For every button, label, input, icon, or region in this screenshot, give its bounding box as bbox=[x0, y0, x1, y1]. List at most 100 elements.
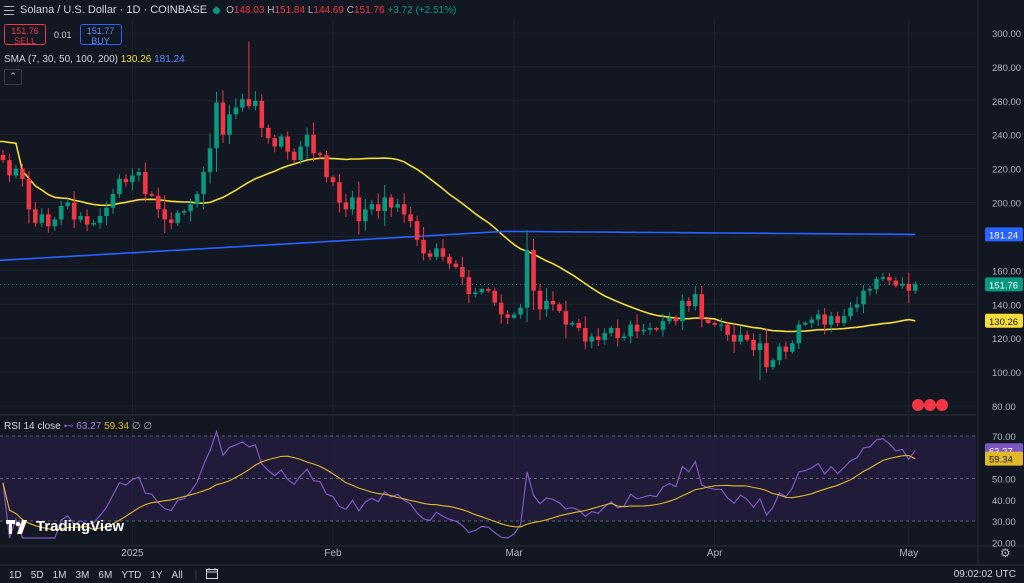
trade-panel: 151.76 SELL 0.01 151.77 BUY bbox=[4, 24, 122, 46]
candle-body bbox=[246, 99, 252, 106]
candle-body bbox=[647, 328, 653, 330]
rsi-link-icon[interactable]: ⊷ bbox=[63, 421, 74, 432]
time-tick-label: 2025 bbox=[121, 548, 144, 559]
candle-body bbox=[893, 280, 899, 286]
candle-body bbox=[356, 197, 362, 222]
collapse-icon[interactable]: ⌃ bbox=[4, 69, 22, 85]
event-marker bbox=[924, 399, 936, 411]
candle-body bbox=[440, 248, 446, 257]
candle-body bbox=[764, 343, 769, 368]
candle-body bbox=[434, 248, 439, 257]
rsi-band-lines bbox=[0, 435, 976, 522]
candle-body bbox=[298, 146, 303, 161]
candle-body bbox=[751, 339, 756, 351]
candle-body bbox=[498, 302, 504, 315]
candle-body bbox=[485, 289, 491, 291]
candle-body bbox=[33, 209, 38, 223]
candle-body bbox=[39, 214, 45, 223]
candle-body bbox=[822, 314, 827, 325]
sma-200-badge: 181.24 bbox=[989, 230, 1018, 241]
candle-body bbox=[369, 204, 375, 210]
candle-body bbox=[253, 100, 258, 106]
candle-body bbox=[363, 209, 368, 222]
timeframe-ytd[interactable]: YTD bbox=[121, 569, 142, 581]
price-tick-label: 160.00 bbox=[992, 266, 1021, 277]
time-axis[interactable]: 2025 Feb Mar Apr May bbox=[121, 548, 918, 559]
candle-body bbox=[874, 278, 879, 290]
candle-body bbox=[621, 336, 627, 339]
candle-body bbox=[188, 204, 193, 212]
candle-body bbox=[802, 322, 808, 325]
sma-200-badge-bg bbox=[985, 227, 1023, 242]
timeframe-1m[interactable]: 1M bbox=[52, 569, 67, 581]
time-tick-label: Mar bbox=[506, 548, 524, 559]
candle-body bbox=[97, 216, 103, 223]
candle-body bbox=[330, 177, 336, 183]
rsi-tick-label: 20.00 bbox=[992, 538, 1016, 549]
settings-icon[interactable]: ⚙ bbox=[1000, 546, 1011, 560]
price-tick-label: 260.00 bbox=[992, 97, 1021, 108]
candle-body bbox=[854, 304, 860, 308]
candle-body bbox=[589, 336, 595, 342]
timeframe-3m[interactable]: 3M bbox=[75, 569, 90, 581]
candle-body bbox=[291, 151, 297, 161]
candle-body bbox=[848, 307, 853, 317]
candle-body bbox=[524, 250, 530, 308]
candle-body bbox=[408, 214, 413, 222]
candle-body bbox=[466, 277, 472, 295]
candle-body bbox=[757, 343, 763, 351]
candle-body bbox=[304, 134, 310, 147]
candle-body bbox=[58, 205, 64, 220]
candle-body bbox=[240, 99, 245, 108]
candle-body bbox=[71, 202, 77, 220]
candle-body bbox=[91, 222, 96, 225]
candle-body bbox=[233, 107, 239, 115]
symbol-title[interactable]: Solana / U.S. Dollar · 1D · COINBASE bbox=[20, 4, 208, 16]
buy-button[interactable]: 151.77 BUY bbox=[79, 24, 122, 46]
rsi-tick-label: 70.00 bbox=[992, 432, 1016, 443]
candle-body bbox=[375, 204, 381, 212]
time-tick-label: May bbox=[899, 548, 918, 559]
candle-body bbox=[427, 253, 433, 257]
calendar-icon[interactable] bbox=[206, 568, 219, 582]
candle-body bbox=[168, 219, 174, 223]
rsi-lines bbox=[2, 429, 916, 539]
timeframe-all[interactable]: All bbox=[171, 569, 183, 581]
menu-icon[interactable] bbox=[4, 5, 14, 15]
candle-body bbox=[207, 148, 213, 173]
candle-body bbox=[117, 178, 122, 195]
rsi-legend[interactable]: RSI 14 close ⊷ 63.27 59.34 ∅ ∅ bbox=[4, 421, 153, 432]
price-badge: 151.76 bbox=[989, 280, 1018, 291]
candle-body bbox=[608, 328, 614, 334]
rsi-tick-label: 50.00 bbox=[992, 475, 1016, 486]
candle-body bbox=[583, 328, 588, 342]
candle-body bbox=[790, 343, 795, 352]
candle-body bbox=[7, 160, 12, 176]
candle-body bbox=[460, 266, 465, 278]
candle-body bbox=[912, 284, 918, 291]
candle-body bbox=[628, 324, 633, 337]
candles[interactable] bbox=[0, 41, 918, 381]
sma-lines bbox=[0, 140, 976, 333]
price-tick-label: 200.00 bbox=[992, 199, 1021, 210]
sma-legend[interactable]: SMA (7, 30, 50, 100, 200) 130.26 181.24 bbox=[4, 54, 185, 65]
timeframe-1d[interactable]: 1D bbox=[9, 569, 22, 581]
sma-30-badge: 130.26 bbox=[989, 317, 1018, 328]
timeframe-5d[interactable]: 5D bbox=[30, 569, 44, 581]
candle-body bbox=[175, 212, 180, 223]
candle-body bbox=[343, 202, 349, 210]
candle-body bbox=[227, 114, 232, 135]
rsi-ma-badge: 59.34 bbox=[989, 455, 1013, 466]
candle-body bbox=[576, 322, 582, 329]
candle-body bbox=[311, 134, 316, 154]
candle-body bbox=[278, 136, 284, 147]
price-tick-label: 120.00 bbox=[992, 334, 1021, 345]
sell-button[interactable]: 151.76 SELL bbox=[4, 24, 46, 46]
timeframe-1y[interactable]: 1Y bbox=[150, 569, 163, 581]
event-marker bbox=[912, 399, 924, 411]
timeframe-6m[interactable]: 6M bbox=[98, 569, 113, 581]
utc-clock[interactable]: 09:02:02 UTC bbox=[953, 569, 1016, 580]
market-status-dot bbox=[213, 6, 221, 14]
